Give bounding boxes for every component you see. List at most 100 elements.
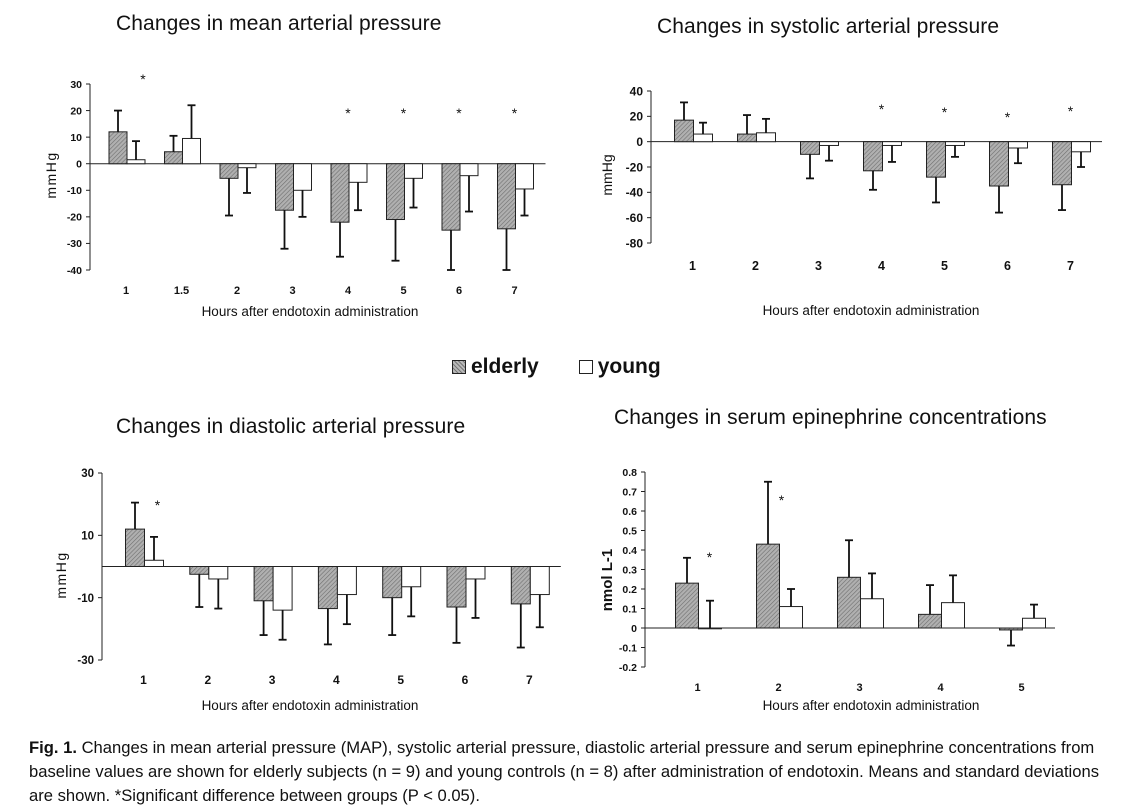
map-y-tick-label: 20 <box>70 105 82 117</box>
dap-bar-young <box>144 559 164 567</box>
legend-label-young: young <box>597 355 661 378</box>
sap-x-tick-label: 7 <box>1067 259 1074 273</box>
epi-bar-elderly <box>675 582 699 629</box>
dap-bar-young <box>336 566 357 596</box>
sap-y-tick-label: -40 <box>626 186 644 200</box>
map-chart-title: Changes in mean arterial pressure <box>116 12 442 35</box>
map-bar-young <box>459 163 479 177</box>
epi-bar-elderly <box>756 543 780 629</box>
map-y-tick-label: -20 <box>67 212 82 224</box>
map-x-tick-label: 7 <box>511 285 517 297</box>
epi-y-tick-label: 0.1 <box>622 603 637 615</box>
sap-significance-marker: * <box>879 101 885 117</box>
epi-bar-young <box>941 602 965 629</box>
map-significance-marker: * <box>512 105 518 121</box>
figure-label: Fig. 1. <box>29 738 77 757</box>
dap-x-tick-label: 6 <box>462 673 469 687</box>
dap-bar-elderly <box>253 566 274 602</box>
epi-significance-marker: * <box>707 549 713 565</box>
epi-x-tick-label: 2 <box>775 682 781 694</box>
epi-bar-young <box>1022 617 1046 629</box>
figure-caption-text: Changes in mean arterial pressure (MAP),… <box>29 738 1099 805</box>
sap-bar-young <box>819 141 839 146</box>
epi-y-tick-label: 0.4 <box>622 545 637 557</box>
dap-bar-elderly <box>317 566 338 610</box>
dap-y-tick-label: 10 <box>81 530 94 542</box>
legend-swatch-young <box>578 360 593 374</box>
sap-bar-young <box>693 133 713 143</box>
epi-x-tick-label: 3 <box>856 682 862 694</box>
sap-x-tick-label: 3 <box>815 259 822 273</box>
map-bar-elderly <box>441 163 461 231</box>
epi-bar-elderly <box>999 627 1023 631</box>
chart-legend: elderly young <box>452 355 701 379</box>
sap-y-tick-label: -60 <box>626 211 644 225</box>
sap-bar-elderly <box>737 133 757 143</box>
epi-bar-young <box>779 606 803 629</box>
dap-y-axis-label: mmHg <box>53 551 69 598</box>
map-y-tick-label: 30 <box>70 79 82 91</box>
map-y-tick-label: 10 <box>70 132 82 144</box>
epi-x-tick-label: 4 <box>937 682 944 694</box>
sap-significance-marker: * <box>1068 103 1074 119</box>
map-significance-marker: * <box>140 71 146 87</box>
map-y-tick-label: 0 <box>76 158 82 170</box>
dap-bar-elderly <box>382 566 403 599</box>
epi-y-axis-label: nmol L-1 <box>599 549 616 612</box>
sap-x-tick-label: 2 <box>752 259 759 273</box>
sap-x-tick-label: 5 <box>941 259 948 273</box>
map-bar-young <box>348 163 368 183</box>
sap-bar-young <box>1071 141 1091 153</box>
epi-bar-elderly <box>918 613 942 629</box>
map-y-tick-label: -40 <box>67 265 82 277</box>
epi-significance-marker: * <box>779 492 785 508</box>
dap-bar-elderly <box>446 566 467 608</box>
dap-significance-marker: * <box>155 497 161 513</box>
legend-item-elderly: elderly <box>452 355 539 379</box>
epi-y-tick-label: 0.6 <box>622 506 637 518</box>
sap-y-tick-label: 20 <box>630 110 644 124</box>
epi-y-tick-label: -0.2 <box>619 662 637 674</box>
sap-bar-elderly <box>989 141 1009 187</box>
sap-x-tick-label: 4 <box>878 259 885 273</box>
dap-bar-young <box>529 566 550 596</box>
sap-y-tick-label: -80 <box>626 236 644 250</box>
sap-x-tick-label: 6 <box>1004 259 1011 273</box>
dap-bar-young <box>465 566 486 580</box>
sap-x-tick-label: 1 <box>689 259 696 273</box>
dap-x-tick-label: 5 <box>397 673 404 687</box>
sap-y-axis-label: mmHg <box>599 154 615 195</box>
epi-bar-young <box>860 598 884 629</box>
dap-bar-elderly <box>510 566 531 605</box>
dap-y-tick-label: -30 <box>77 655 94 667</box>
sap-bar-elderly <box>1052 141 1072 186</box>
map-y-tick-label: -30 <box>67 238 82 250</box>
map-bar-young <box>515 163 534 190</box>
sap-chart-title: Changes in systolic arterial pressure <box>657 15 1000 38</box>
sap-significance-marker: * <box>1005 109 1011 125</box>
sap-significance-marker: * <box>942 104 948 120</box>
map-significance-marker: * <box>456 105 462 121</box>
dap-bar-elderly <box>125 528 145 567</box>
map-bar-young <box>404 163 423 179</box>
sap-x-axis-label: Hours after endotoxin administration <box>763 303 980 318</box>
dap-x-tick-label: 2 <box>204 673 211 687</box>
map-x-tick-label: 4 <box>345 285 352 297</box>
map-bar-elderly <box>386 163 405 221</box>
dap-x-tick-label: 3 <box>269 673 276 687</box>
map-x-tick-label: 3 <box>289 285 295 297</box>
map-bar-young <box>182 137 201 165</box>
dap-x-axis-label: Hours after endotoxin administration <box>202 698 419 713</box>
map-bar-elderly <box>275 163 294 211</box>
dap-bar-young <box>272 566 293 611</box>
sap-bar-young <box>882 141 902 146</box>
dap-bar-elderly <box>189 566 210 575</box>
epi-y-tick-label: 0.5 <box>622 525 637 537</box>
map-bar-elderly <box>164 151 183 165</box>
epi-y-tick-label: 0 <box>631 623 637 635</box>
epi-bar-young <box>698 627 722 630</box>
map-bar-elderly <box>219 163 239 179</box>
legend-label-elderly: elderly <box>471 355 539 378</box>
dap-bar-young <box>208 566 229 580</box>
map-x-tick-label: 5 <box>400 285 406 297</box>
